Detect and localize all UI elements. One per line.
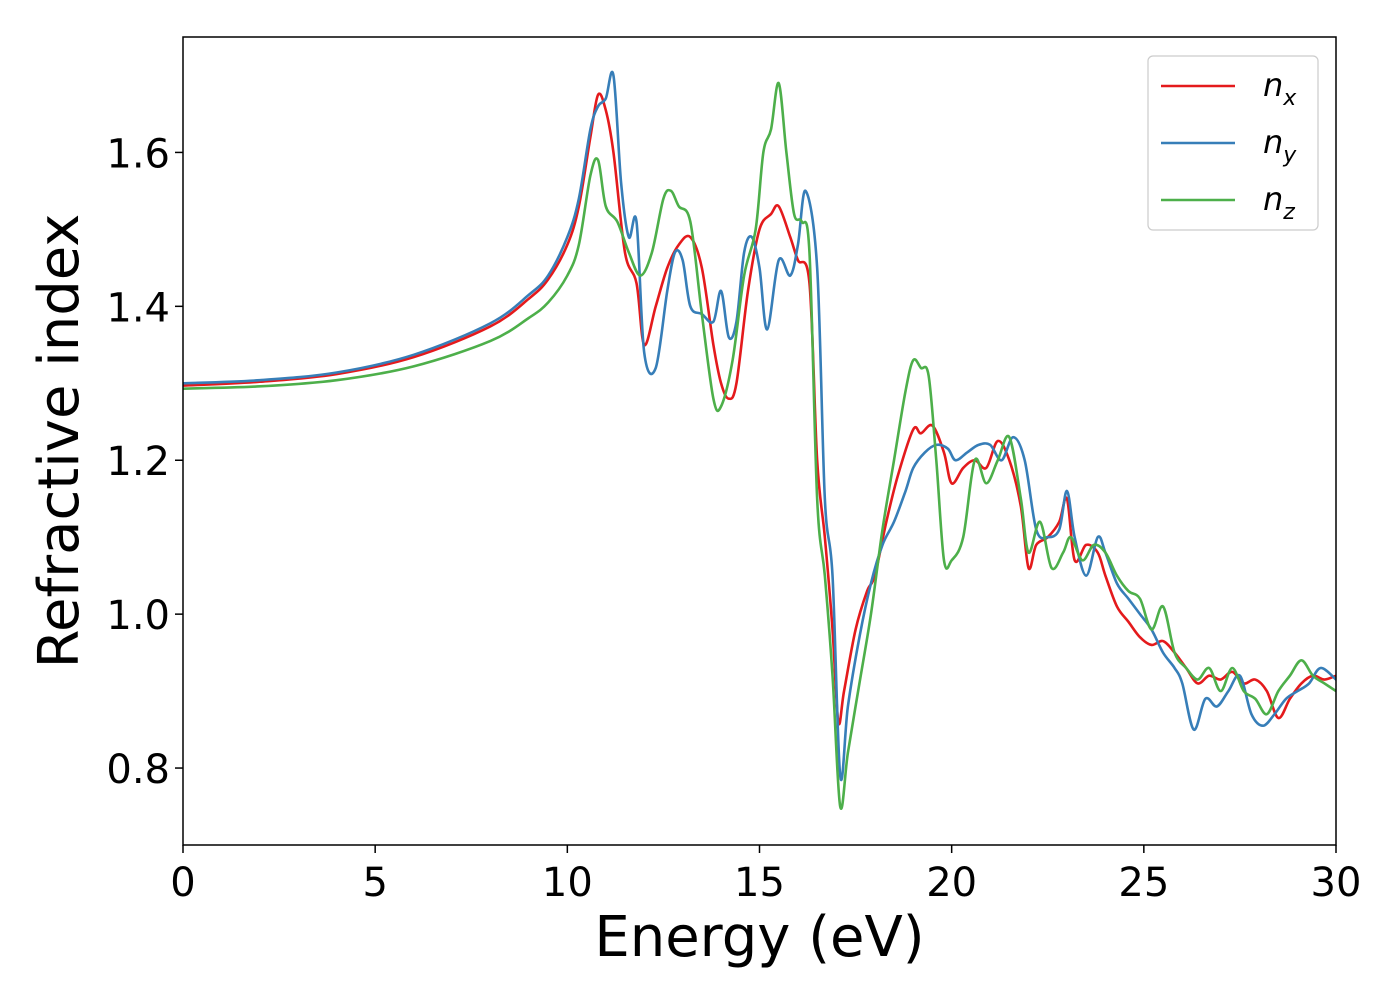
y-axis: 0.8 1.0 1.2 1.4 1.6	[106, 131, 183, 793]
legend-label-sub: y	[1282, 143, 1297, 168]
y-axis-title: Refractive index	[27, 214, 92, 669]
y-tick-label: 1.0	[106, 593, 170, 639]
legend-label-main: n	[1263, 66, 1283, 104]
y-tick-label: 1.4	[106, 285, 170, 331]
y-tick-label: 0.8	[106, 747, 170, 793]
legend-label-y: ny	[1263, 123, 1297, 168]
x-tick-label: 10	[542, 860, 593, 906]
series-line-z	[183, 81, 1336, 811]
series-layer	[183, 70, 1336, 811]
y-tick-label: 1.2	[106, 439, 170, 485]
x-tick-label: 0	[170, 860, 195, 906]
legend-label-sub: x	[1282, 86, 1297, 111]
x-tick-label: 30	[1311, 860, 1362, 906]
x-tick-label: 5	[362, 860, 387, 906]
legend-label-main: n	[1263, 123, 1283, 161]
x-tick-label: 25	[1118, 860, 1169, 906]
legend-label-main: n	[1263, 180, 1283, 218]
x-tick-label: 15	[734, 860, 785, 906]
series-line-y	[183, 70, 1336, 781]
x-tick-label: 20	[926, 860, 977, 906]
y-tick-label: 1.6	[106, 131, 170, 177]
x-axis: 0 5 10 15 20 25 30	[170, 845, 1361, 906]
x-axis-title: Energy (eV)	[594, 905, 924, 970]
legend-label-sub: z	[1282, 200, 1295, 225]
legend-label-z: nz	[1263, 180, 1295, 225]
legend-label-x: nx	[1263, 66, 1297, 111]
